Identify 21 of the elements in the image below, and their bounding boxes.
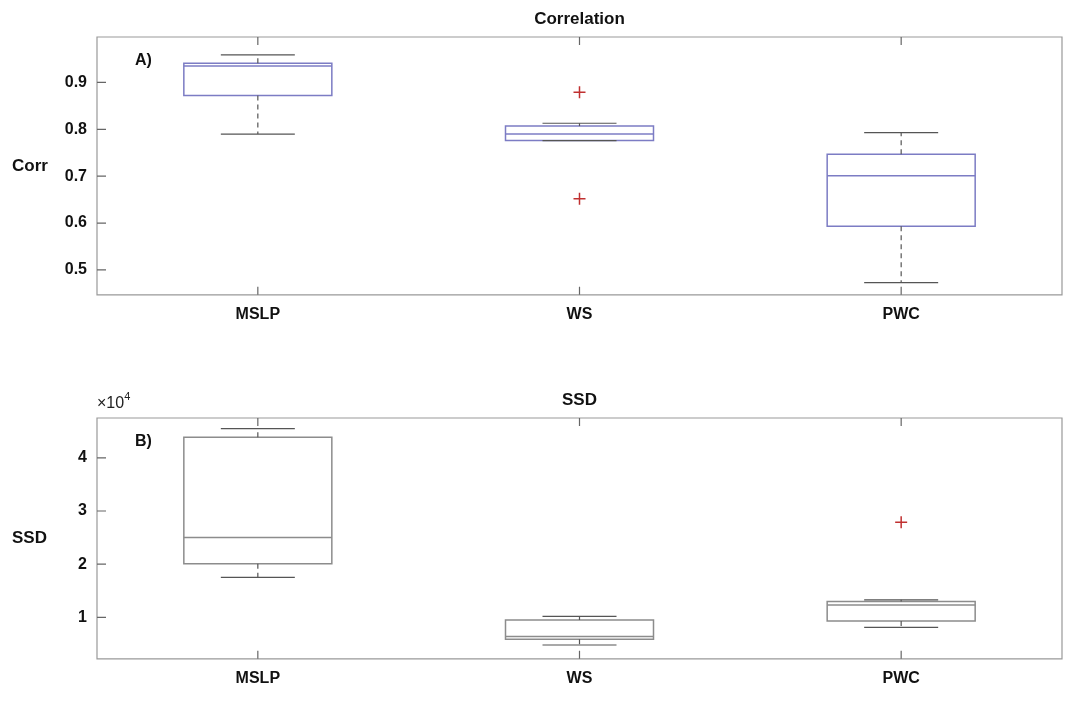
annotation: B) [135,432,152,450]
y-tick-label: 3 [78,501,88,519]
x-tick-label: PWC [882,304,921,322]
y-tick-label: 0.9 [64,72,88,90]
x-tick-label: MSLP [235,668,281,686]
x-tick-label: WS [566,304,593,322]
y-axis-title: Corr [12,155,49,175]
y-tick-label: 0.6 [64,213,88,231]
y-tick-label: 2 [78,554,88,572]
chart-title: Correlation [534,8,625,28]
y-tick-label: 0.7 [64,166,88,184]
y-tick-label: 4 [78,448,88,466]
x-tick-label: PWC [882,668,921,686]
y-axis-title: SSD [12,528,47,548]
annotation: A) [135,51,152,69]
y-tick-label: 1 [78,607,88,625]
chart-title: SSD [562,389,597,409]
x-tick-label: MSLP [235,304,281,322]
x-tick-label: WS [566,668,593,686]
y-tick-label: 0.5 [64,260,88,278]
y-tick-label: 0.8 [64,119,88,137]
